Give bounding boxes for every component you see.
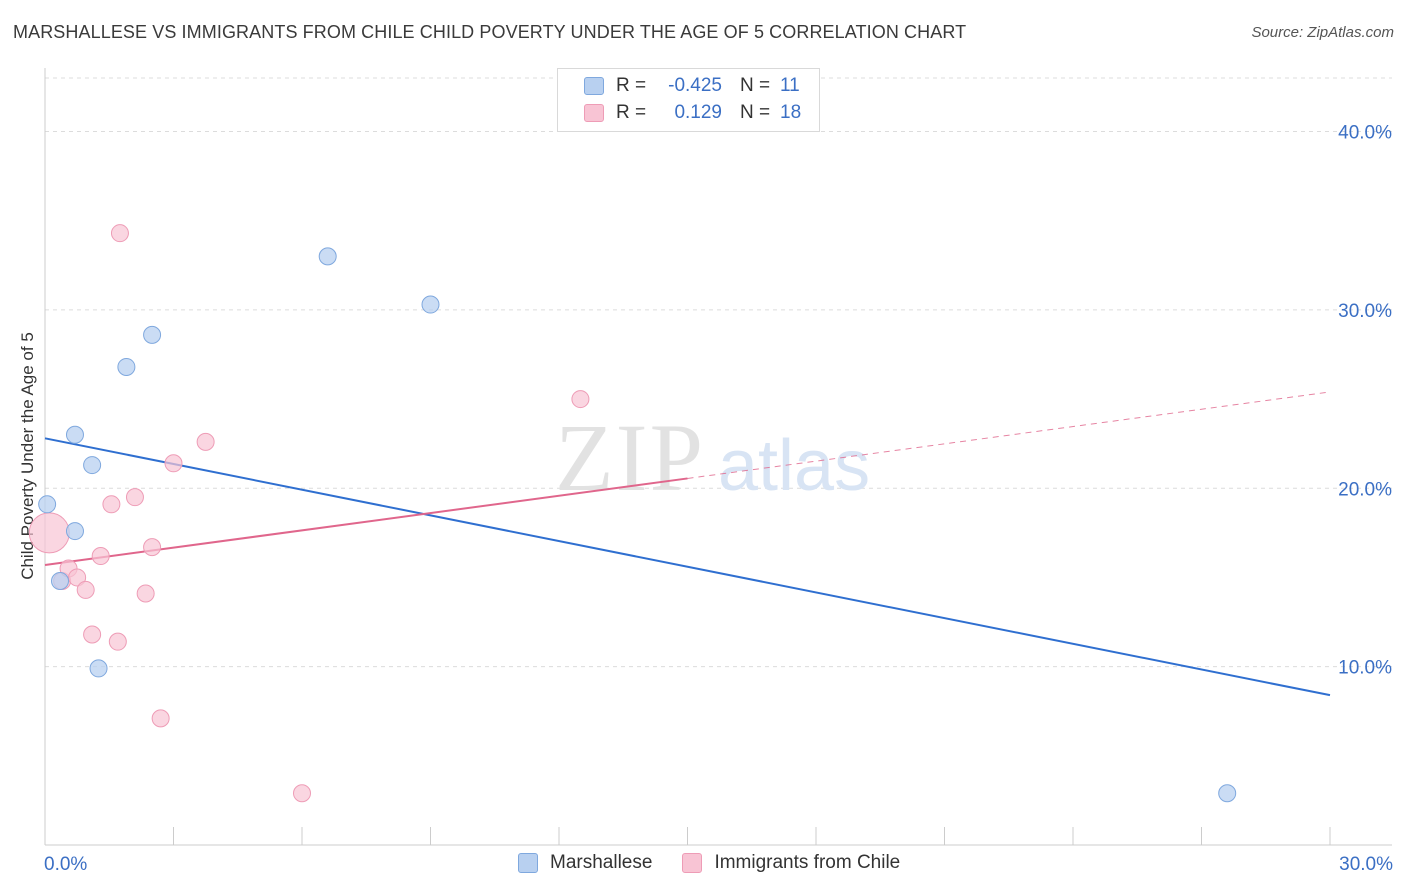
- points-series-1: [38, 247, 1237, 803]
- data-point-chile: [83, 625, 102, 644]
- legend-swatch-pink: [584, 104, 604, 122]
- data-point-chile: [143, 538, 162, 557]
- y-tick-label: 20.0%: [1338, 479, 1392, 500]
- data-point-marshallese: [83, 456, 102, 475]
- data-point-marshallese: [421, 295, 440, 314]
- data-point-chile: [151, 709, 170, 728]
- legend-n-value: 11: [780, 75, 800, 96]
- data-point-chile: [196, 432, 215, 451]
- series-legend: Marshallese Immigrants from Chile: [518, 852, 930, 874]
- correlation-legend: R = -0.425 N = 11 R = 0.129 N = 18: [557, 68, 820, 132]
- data-point-chile: [110, 224, 129, 243]
- x-axis: [44, 68, 1392, 846]
- y-tick-label: 10.0%: [1338, 658, 1392, 679]
- data-point-chile: [293, 784, 311, 803]
- legend-n-label: N =: [740, 75, 771, 96]
- watermark: ZIP atlas: [555, 404, 870, 511]
- data-point-chile: [571, 390, 590, 409]
- data-point-marshallese: [117, 357, 136, 376]
- trend-line-marshallese: [44, 437, 1331, 697]
- legend-n-label: N =: [740, 102, 771, 123]
- data-point-marshallese: [50, 572, 69, 591]
- data-point-marshallese: [1218, 784, 1237, 803]
- data-point-chile: [164, 454, 183, 473]
- legend-label-marshallese: Marshallese: [550, 852, 653, 873]
- legend-item-chile: Immigrants from Chile: [682, 852, 900, 874]
- data-point-chile: [125, 488, 144, 507]
- legend-swatch-blue: [584, 77, 604, 95]
- legend-r-value: -0.425: [668, 75, 722, 96]
- x-tick-labels: 0.0% 30.0%: [44, 854, 1393, 875]
- source-credit: Source: ZipAtlas.com: [1251, 24, 1394, 41]
- watermark-atlas: atlas: [718, 426, 870, 506]
- y-tick-label: 30.0%: [1338, 301, 1392, 322]
- legend-swatch-pink: [682, 853, 703, 873]
- legend-row-marshallese: R = -0.425 N = 11: [584, 73, 800, 99]
- chart-title: MARSHALLESE VS IMMIGRANTS FROM CHILE CHI…: [13, 22, 967, 42]
- legend-n-value: 18: [780, 102, 802, 123]
- data-point-marshallese: [89, 659, 108, 678]
- data-point-chile: [28, 512, 70, 554]
- data-point-chile: [91, 547, 110, 566]
- data-point-marshallese: [65, 522, 84, 541]
- data-point-marshallese: [38, 495, 57, 514]
- legend-label-chile: Immigrants from Chile: [714, 852, 901, 873]
- legend-item-marshallese: Marshallese: [518, 852, 652, 874]
- data-point-chile: [76, 580, 95, 599]
- data-point-chile: [102, 495, 121, 514]
- data-point-marshallese: [143, 325, 162, 344]
- legend-swatch-blue: [518, 853, 538, 873]
- legend-r-label: R =: [616, 75, 647, 96]
- data-point-chile: [136, 584, 155, 603]
- x-tick-label: 30.0%: [1339, 854, 1393, 875]
- legend-r-label: R =: [616, 102, 647, 123]
- x-tick-label: 0.0%: [44, 854, 87, 875]
- y-tick-label: 40.0%: [1338, 123, 1392, 144]
- data-point-marshallese: [318, 247, 337, 266]
- y-tick-labels: 10.0% 20.0% 30.0% 40.0%: [1338, 123, 1392, 679]
- legend-r-value: 0.129: [674, 102, 722, 123]
- legend-row-chile: R = 0.129 N = 18: [584, 100, 801, 126]
- data-point-marshallese: [65, 425, 84, 444]
- data-point-chile: [68, 568, 87, 587]
- trend-line-chile-extension: [687, 391, 1331, 479]
- watermark-zip: ZIP: [555, 404, 705, 511]
- data-point-chile: [108, 632, 127, 651]
- gridlines: [45, 77, 1392, 668]
- points-series-2: [28, 224, 590, 803]
